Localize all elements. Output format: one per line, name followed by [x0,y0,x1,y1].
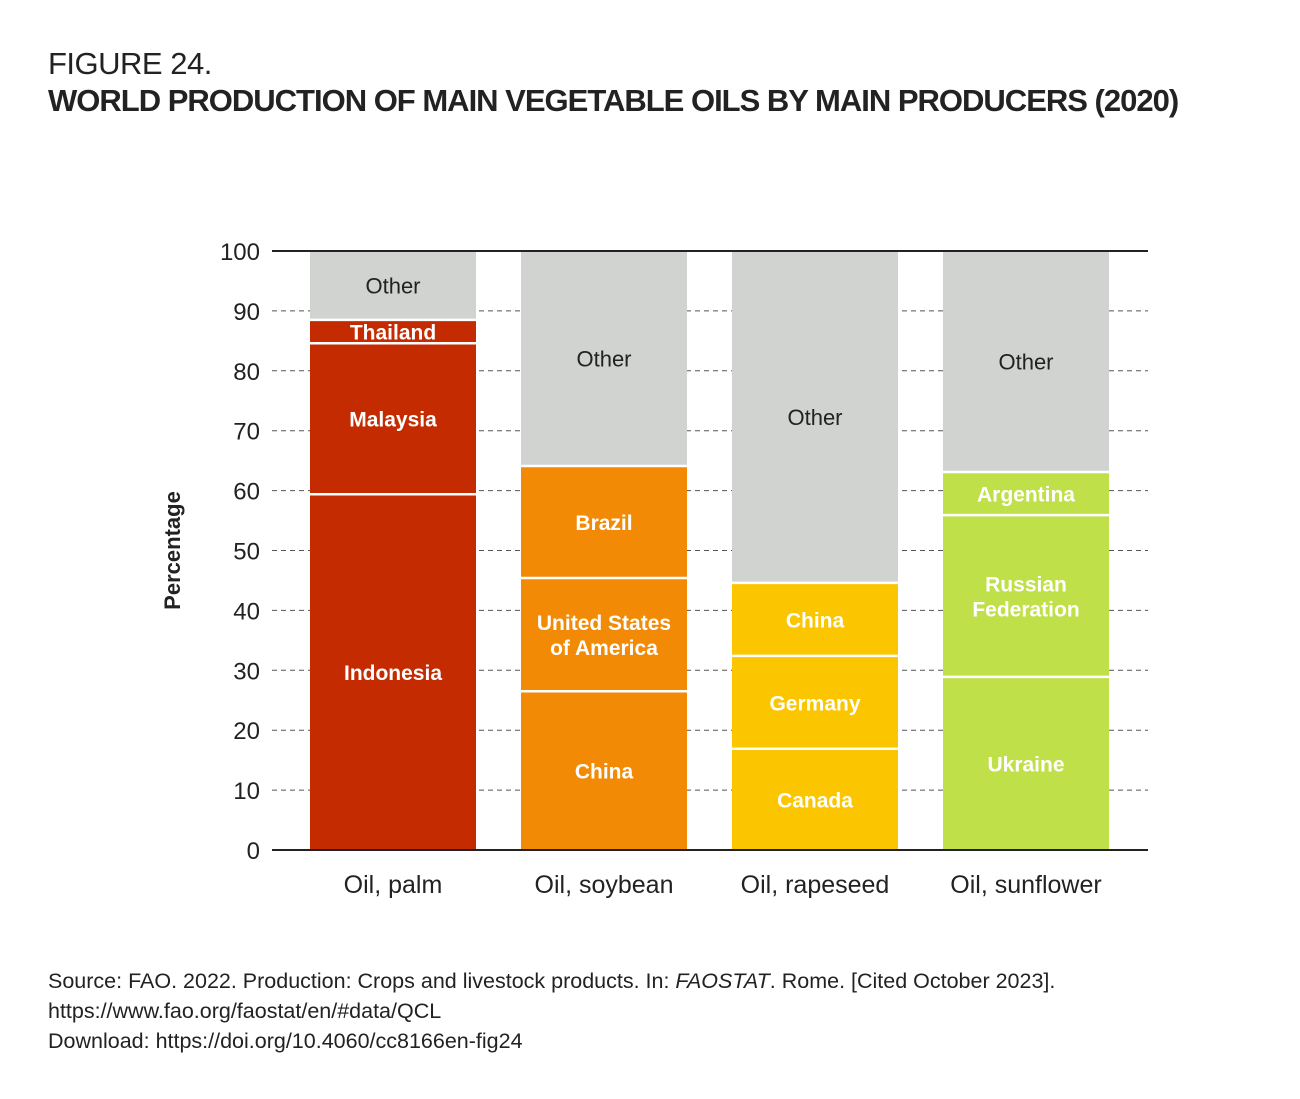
segment-label: Federation [972,599,1079,622]
bar-segment [310,494,476,850]
bar-segment [521,251,687,467]
y-tick-label: 70 [233,419,260,446]
segment-label: Brazil [575,512,632,535]
segment-label: China [786,609,845,632]
bar-segment [943,515,1109,677]
y-tick-label: 80 [233,359,260,386]
y-tick-label: 40 [233,598,260,625]
segment-label: Canada [777,789,853,812]
bar-segment [943,472,1109,516]
bar-segment [943,676,1109,850]
y-tick-label: 10 [233,778,260,805]
segment-label: Other [998,350,1053,375]
y-tick-label: 50 [233,539,260,566]
segment-label: Other [365,273,420,298]
segment-label: China [575,761,634,784]
x-tick-label: Oil, sunflower [950,871,1101,899]
segment-label: Other [787,405,842,430]
y-tick-label: 90 [233,299,260,326]
segment-label: Malaysia [349,409,437,432]
bar-segment [521,466,687,579]
bar-segment [310,319,476,344]
x-tick-label: Oil, rapeseed [741,871,890,899]
y-tick-label: 0 [247,838,260,865]
segment-label: Ukraine [987,753,1064,776]
source-note: Source: FAO. 2022. Production: Crops and… [48,966,1055,1056]
x-tick-label: Oil, palm [344,871,443,899]
y-tick-label: 30 [233,658,260,685]
segment-label: Thailand [350,322,436,345]
x-tick-label: Oil, soybean [535,871,674,899]
bar-segment [310,251,476,320]
stacked-bar-chart: 0 10 20 30 40 50 60 70 80 90 100 Percentage Indonesi… [160,239,1148,899]
bar-segment [732,748,898,850]
segment-label: Germany [769,692,860,715]
chart-title: WORLD PRODUCTION OF MAIN VEGETABLE OILS … [48,83,1179,118]
download-link[interactable]: Download: https://doi.org/10.4060/cc8166… [48,1029,523,1053]
y-tick-label: 100 [220,239,260,266]
bar-segment [310,343,476,495]
y-tick-label: 20 [233,718,260,745]
bar-segment [732,251,898,583]
segment-label: Argentina [977,484,1075,507]
y-tick-label: 60 [233,479,260,506]
segment-label: of America [550,637,658,660]
figure-label: FIGURE 24. [48,46,212,81]
source-line-1: Source: FAO. 2022. Production: Crops and… [48,969,1056,993]
segment-label: Other [576,347,631,372]
segment-label: United States [537,612,671,635]
bar-segment [521,691,687,850]
bar-segment [732,582,898,656]
source-url[interactable]: https://www.fao.org/faostat/en/#data/QCL [48,999,442,1023]
y-axis-label: Percentage [160,491,185,610]
bar-segment [943,251,1109,473]
bar-segment [732,655,898,749]
segment-label: Russian [985,574,1067,597]
segment-label: Indonesia [344,662,442,685]
bar-segment [521,578,687,692]
